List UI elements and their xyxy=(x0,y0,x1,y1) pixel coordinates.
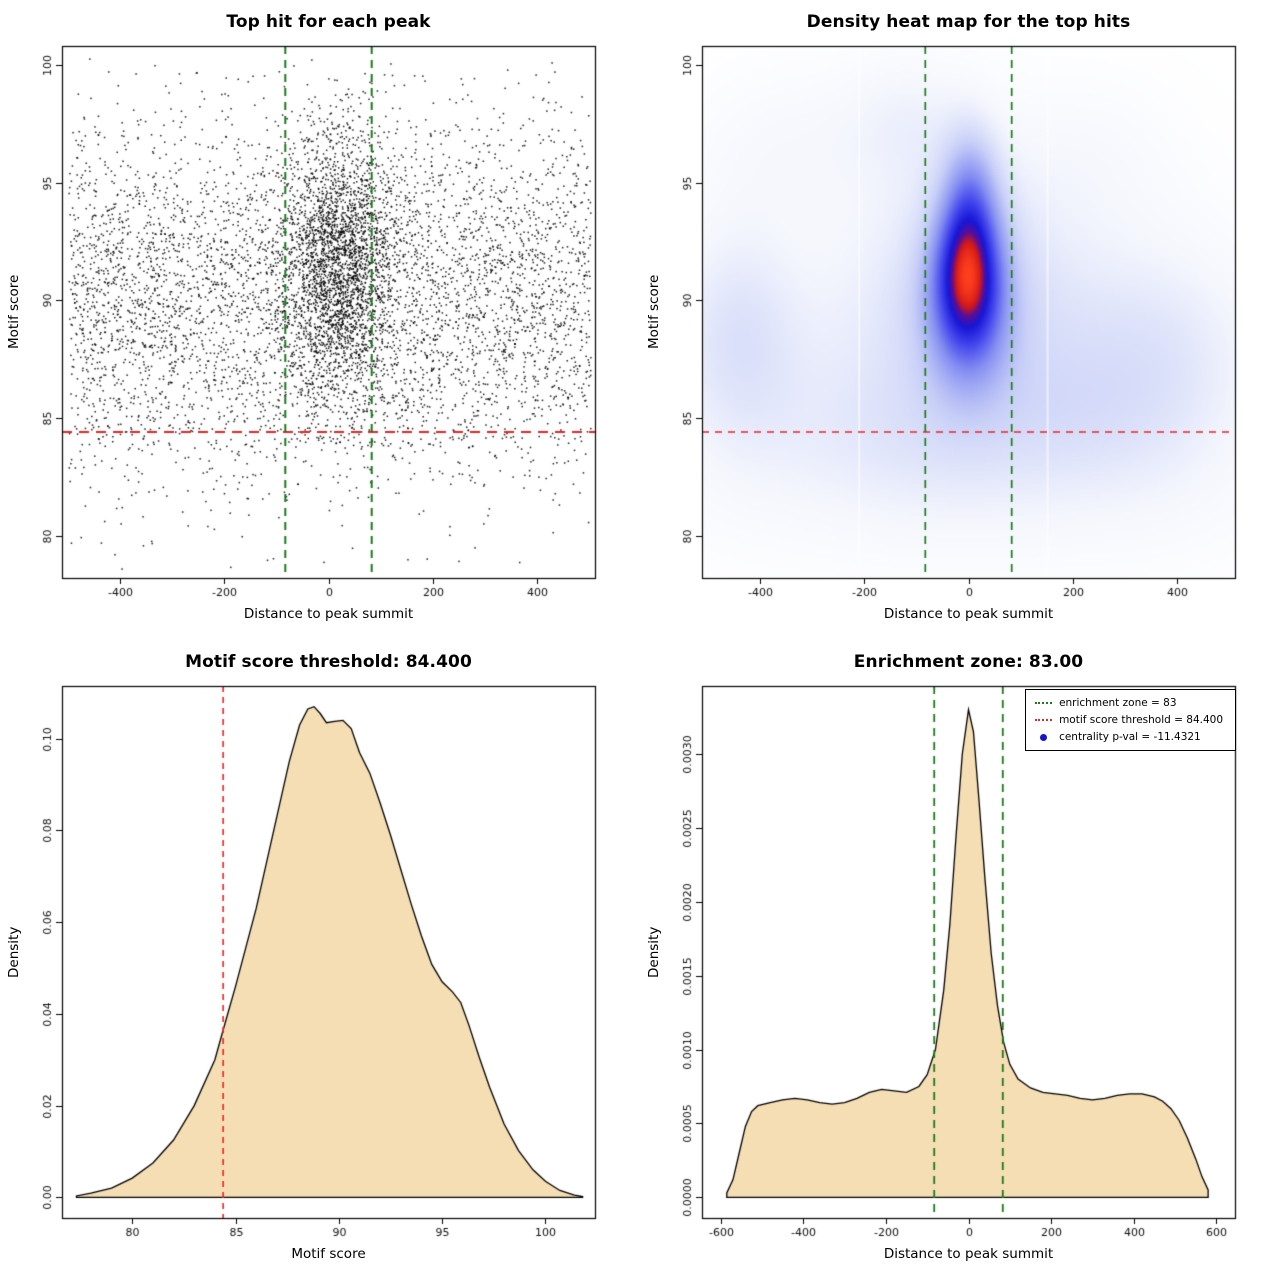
y-axis-label: Density xyxy=(646,926,662,978)
legend-label: centrality p-val = -11.4321 xyxy=(1059,731,1201,743)
y-axis-label: Motif score xyxy=(6,274,22,350)
chart-title: Top hit for each peak xyxy=(226,12,431,32)
legend-item-score-threshold: motif score threshold = 84.400 xyxy=(1035,714,1223,726)
scatter-plot-canvas xyxy=(0,0,640,640)
x-axis-label: Distance to peak summit xyxy=(883,1246,1054,1262)
chart-enrichment-zone-density: Enrichment zone: 83.00 Distance to peak … xyxy=(640,640,1280,1280)
heatmap-plot-canvas xyxy=(640,0,1280,640)
legend: enrichment zone = 83 motif score thresho… xyxy=(1025,689,1236,751)
legend-item-centrality-pval: centrality p-val = -11.4321 xyxy=(1035,731,1223,743)
score-density-canvas xyxy=(0,640,640,1280)
legend-item-enrichment-zone: enrichment zone = 83 xyxy=(1035,697,1223,709)
x-axis-label: Distance to peak summit xyxy=(243,606,414,622)
x-axis-label: Motif score xyxy=(291,1246,366,1262)
y-axis-label: Motif score xyxy=(646,274,662,350)
chart-title: Density heat map for the top hits xyxy=(806,12,1131,32)
y-axis-label: Density xyxy=(6,926,22,978)
legend-label: motif score threshold = 84.400 xyxy=(1059,714,1223,726)
chart-top-hit-scatter: Top hit for each peak Distance to peak s… xyxy=(0,0,640,640)
chart-motif-score-density: Motif score threshold: 84.400 Motif scor… xyxy=(0,640,640,1280)
enrichment-zone-line-icon xyxy=(1035,702,1053,704)
legend-label: enrichment zone = 83 xyxy=(1059,697,1177,709)
chart-title: Enrichment zone: 83.00 xyxy=(853,652,1084,672)
x-axis-label: Distance to peak summit xyxy=(883,606,1054,622)
centrality-pval-dot-icon xyxy=(1040,733,1048,741)
chart-density-heatmap: Density heat map for the top hits Distan… xyxy=(640,0,1280,640)
chart-title: Motif score threshold: 84.400 xyxy=(185,652,472,672)
score-threshold-line-icon xyxy=(1035,719,1053,721)
